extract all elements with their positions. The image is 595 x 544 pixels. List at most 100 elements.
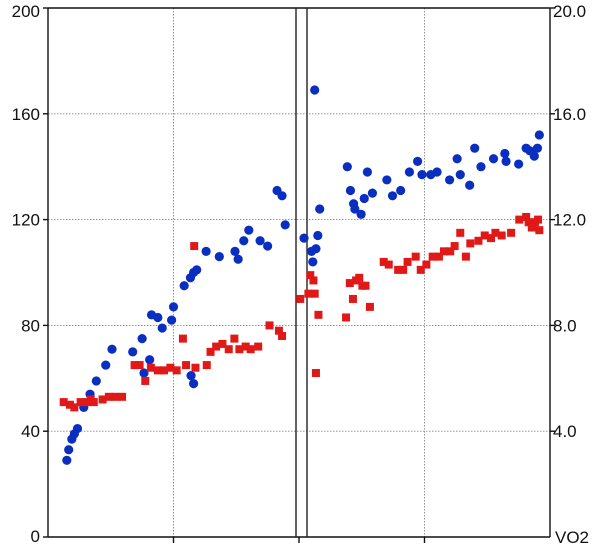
data-point-square — [172, 366, 181, 375]
data-point-square — [166, 363, 175, 372]
data-point-square — [515, 215, 524, 224]
data-point-square — [342, 313, 351, 322]
data-point-square — [310, 289, 319, 298]
data-point-circle — [153, 312, 163, 323]
right-tick-label: 16.0 — [553, 105, 586, 124]
data-point-circle — [168, 302, 179, 312]
data-point-circle — [244, 225, 254, 235]
data-point-square — [487, 234, 496, 243]
data-point-square — [160, 366, 169, 375]
data-point-square — [507, 228, 516, 237]
data-point-circle — [315, 204, 325, 214]
data-point-square — [202, 361, 211, 370]
data-point-circle — [532, 143, 543, 153]
data-point-square — [191, 363, 200, 372]
data-point-square — [497, 231, 506, 240]
data-point-square — [130, 361, 139, 370]
data-point-circle — [313, 230, 323, 241]
data-point-square — [190, 242, 199, 251]
data-point-square — [348, 294, 357, 303]
data-point-circle — [311, 244, 321, 254]
data-point-circle — [201, 246, 211, 256]
data-point-circle — [214, 252, 224, 262]
right-axis-label: VO2 — [555, 528, 589, 544]
data-point-circle — [280, 220, 290, 230]
data-point-square — [118, 392, 127, 401]
data-point-square — [461, 252, 470, 261]
data-point-square — [70, 403, 79, 412]
data-point-square — [524, 218, 533, 227]
left-tick-label: 0 — [31, 527, 40, 544]
data-point-square — [59, 398, 68, 407]
data-point-square — [104, 392, 113, 401]
data-point-circle — [387, 191, 398, 201]
data-point-square — [76, 398, 85, 407]
left-tick-label: 80 — [21, 316, 40, 335]
data-point-circle — [465, 180, 475, 190]
data-point-circle — [501, 156, 511, 167]
data-point-square — [182, 361, 191, 370]
data-point-circle — [186, 371, 196, 381]
data-point-circle — [500, 148, 510, 159]
data-point-circle — [514, 159, 524, 169]
data-point-square — [274, 326, 283, 335]
data-point-circle — [342, 162, 352, 172]
left-axis-tick-labels: 0 40 80 120 160 200 — [12, 2, 48, 544]
data-point-circle — [362, 167, 372, 177]
data-point-square — [146, 363, 155, 372]
data-point-circle — [432, 167, 442, 177]
right-tick-label: 20.0 — [553, 2, 586, 21]
data-point-square — [535, 226, 544, 235]
data-point-circle — [255, 236, 265, 246]
data-point-circle — [452, 154, 462, 164]
data-point-circle — [179, 281, 189, 291]
data-point-circle — [470, 143, 480, 153]
data-point-circle — [417, 170, 427, 180]
data-point-square — [218, 339, 227, 348]
left-tick-label: 160 — [12, 105, 40, 124]
data-point-circle — [308, 257, 318, 267]
data-point-square — [141, 376, 150, 385]
data-point-square — [265, 321, 274, 330]
data-point-square — [89, 398, 98, 407]
data-point-circle — [192, 265, 202, 275]
data-point-circle — [239, 236, 249, 246]
data-point-square — [450, 242, 459, 251]
data-point-square — [355, 273, 364, 282]
data-point-square — [456, 228, 465, 237]
data-point-square — [365, 302, 374, 311]
data-point-circle — [62, 455, 72, 465]
data-point-square — [411, 252, 420, 261]
data-point-square — [345, 279, 354, 288]
data-point-square — [491, 228, 500, 237]
data-point-circle — [359, 193, 369, 204]
data-point-circle — [139, 368, 149, 378]
data-point-circle — [128, 347, 138, 357]
data-point-square — [235, 345, 244, 354]
data-point-circle — [277, 191, 287, 201]
data-point-square — [224, 345, 233, 354]
data-point-square — [111, 392, 120, 401]
data-point-square — [254, 342, 263, 351]
data-point-square — [379, 257, 388, 266]
data-point-circle — [534, 130, 544, 140]
data-point-square — [206, 347, 215, 356]
data-point-square — [246, 345, 255, 354]
data-point-square — [466, 239, 475, 248]
data-point-square — [212, 342, 221, 351]
data-point-square — [428, 252, 437, 261]
data-point-square — [394, 265, 403, 274]
data-point-square — [98, 395, 107, 404]
data-point-square — [422, 260, 431, 269]
data-point-circle — [91, 376, 101, 386]
data-point-circle — [412, 156, 423, 167]
data-point-circle — [233, 254, 243, 264]
data-point-circle — [263, 241, 273, 251]
data-point-circle — [72, 423, 83, 434]
data-point-square — [311, 369, 320, 378]
data-point-square — [314, 310, 323, 319]
data-point-square — [361, 281, 370, 290]
data-point-circle — [488, 154, 499, 164]
data-point-square — [434, 252, 443, 261]
